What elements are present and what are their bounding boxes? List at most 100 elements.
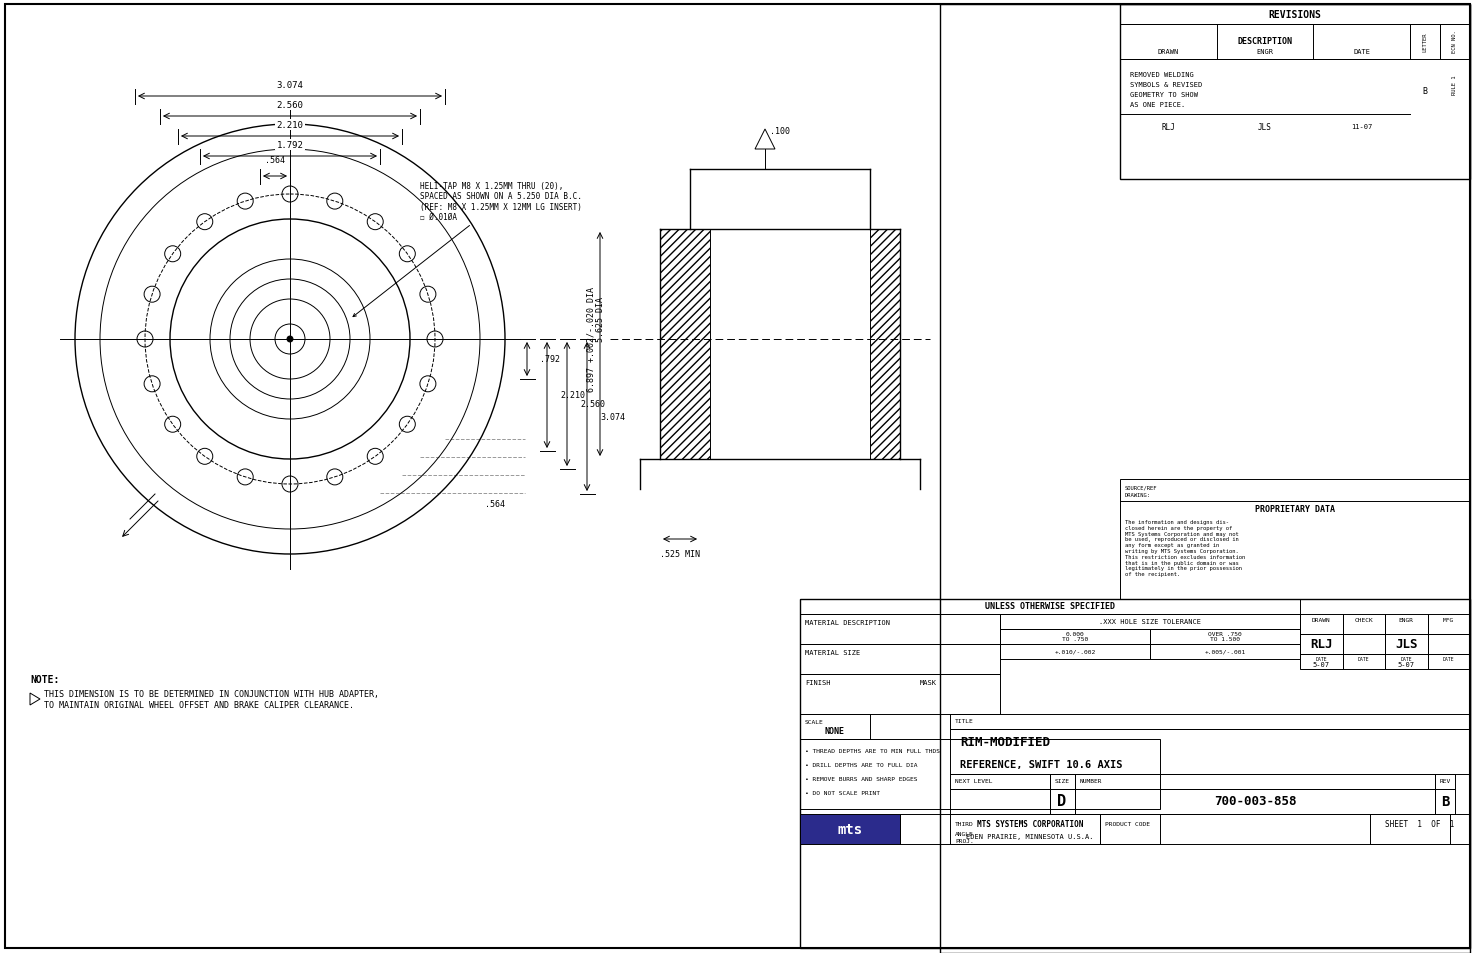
Text: 5-07: 5-07 [1398, 661, 1415, 667]
Text: LETTER: LETTER [1422, 32, 1428, 51]
Text: RULE 1: RULE 1 [1453, 75, 1457, 94]
Text: SOURCE/REF: SOURCE/REF [1125, 485, 1158, 490]
Bar [799, 675, 1000, 714]
Text: REV: REV [1440, 779, 1450, 783]
Bar [1000, 644, 1150, 659]
Text: B: B [1441, 794, 1448, 808]
Bar [1120, 25, 1410, 60]
Text: DATE: DATE [1353, 49, 1370, 55]
Text: 3.074: 3.074 [277, 81, 304, 90]
Bar [1385, 635, 1428, 655]
Bar [870, 230, 900, 459]
Bar [950, 729, 1471, 774]
Text: ENGR: ENGR [1257, 49, 1273, 55]
Text: ECN NO.: ECN NO. [1453, 30, 1457, 53]
Text: DATE: DATE [1358, 657, 1369, 661]
Bar [1050, 774, 1075, 789]
Text: AS ONE PIECE.: AS ONE PIECE. [1130, 102, 1186, 108]
Text: DATE: DATE [1400, 657, 1412, 661]
Bar [1000, 629, 1150, 644]
Text: .792: .792 [540, 355, 560, 364]
Text: DATE: DATE [1443, 657, 1454, 661]
Text: EDEN PRAIRIE, MINNESOTA U.S.A.: EDEN PRAIRIE, MINNESOTA U.S.A. [966, 833, 1094, 840]
Text: DESCRIPTION: DESCRIPTION [1238, 37, 1292, 47]
Text: • THREAD DEPTHS ARE TO MIN FULL THDS: • THREAD DEPTHS ARE TO MIN FULL THDS [805, 749, 940, 754]
Text: UNLESS OTHERWISE SPECIFIED: UNLESS OTHERWISE SPECIFIED [985, 602, 1115, 611]
Text: .XXX HOLE SIZE TOLERANCE: .XXX HOLE SIZE TOLERANCE [1099, 618, 1201, 624]
Text: 5.625 DIA: 5.625 DIA [596, 297, 605, 342]
Bar [1299, 615, 1342, 635]
Text: GEOMETRY TO SHOW: GEOMETRY TO SHOW [1130, 91, 1198, 98]
Bar [1299, 655, 1342, 669]
Bar [1120, 479, 1471, 599]
Text: +.010/-.002: +.010/-.002 [1055, 649, 1096, 654]
Text: CHECK: CHECK [1354, 618, 1373, 623]
Text: OVER .750
TO 1.500: OVER .750 TO 1.500 [1208, 631, 1242, 641]
Text: • DRILL DEPTHS ARE TO FULL DIA: • DRILL DEPTHS ARE TO FULL DIA [805, 762, 917, 768]
Text: NUMBER: NUMBER [1080, 779, 1102, 783]
Bar [1385, 615, 1428, 635]
Text: 6.897 +.002/-.020 DIA: 6.897 +.002/-.020 DIA [586, 287, 594, 392]
Text: .564: .564 [485, 500, 504, 509]
Text: NEXT LEVEL: NEXT LEVEL [954, 779, 993, 783]
Text: REMOVED WELDING: REMOVED WELDING [1130, 71, 1193, 78]
Text: .100: .100 [770, 128, 791, 136]
Text: ANGLE: ANGLE [954, 831, 974, 836]
Text: DATE: DATE [1316, 657, 1328, 661]
Bar [659, 230, 709, 459]
Bar [1342, 655, 1385, 669]
Text: SCALE: SCALE [805, 720, 823, 724]
Text: • REMOVE BURRS AND SHARP EDGES: • REMOVE BURRS AND SHARP EDGES [805, 777, 917, 781]
Text: FINISH: FINISH [805, 679, 830, 685]
Text: THIS DIMENSION IS TO BE DETERMINED IN CONJUNCTION WITH HUB ADAPTER,
TO MAINTAIN : THIS DIMENSION IS TO BE DETERMINED IN CO… [44, 690, 379, 709]
Text: RIM-MODIFIED: RIM-MODIFIED [960, 736, 1050, 749]
Text: RLJ: RLJ [1161, 122, 1176, 132]
Text: .525 MIN: .525 MIN [659, 550, 701, 558]
Text: PROPRIETARY DATA: PROPRIETARY DATA [1255, 505, 1335, 514]
Text: NOTE:: NOTE: [30, 675, 59, 684]
Text: MFG: MFG [1443, 618, 1454, 623]
Text: MATERIAL SIZE: MATERIAL SIZE [805, 649, 860, 656]
Text: THIRD: THIRD [954, 821, 974, 826]
Text: DRAWN: DRAWN [1158, 49, 1179, 55]
Text: PROJ.: PROJ. [954, 838, 974, 843]
Bar [950, 789, 1050, 814]
Text: MTS SYSTEMS CORPORATION: MTS SYSTEMS CORPORATION [976, 820, 1083, 828]
Text: D: D [1058, 794, 1066, 809]
Bar [1428, 615, 1471, 635]
Bar [950, 774, 1050, 789]
Bar [1370, 814, 1471, 844]
Bar [900, 814, 1159, 844]
Text: RLJ: RLJ [1310, 638, 1332, 651]
Bar [1000, 615, 1299, 629]
Bar [1150, 644, 1299, 659]
Text: 3.074: 3.074 [600, 413, 625, 421]
Text: MATERIAL DESCRIPTION: MATERIAL DESCRIPTION [805, 619, 889, 625]
Text: JLS: JLS [1395, 638, 1417, 651]
Text: 2.210: 2.210 [560, 391, 586, 400]
Text: DRAWN: DRAWN [1311, 618, 1330, 623]
Text: mts: mts [838, 822, 863, 836]
Text: 2.560: 2.560 [580, 400, 605, 409]
Text: SHEET  1  OF  1: SHEET 1 OF 1 [1385, 820, 1454, 828]
Bar [1120, 5, 1471, 180]
Bar [1435, 774, 1454, 789]
Bar [1342, 615, 1385, 635]
Text: ENGR: ENGR [1398, 618, 1413, 623]
Bar [1100, 814, 1450, 844]
Text: PRODUCT CODE: PRODUCT CODE [1105, 821, 1151, 826]
Text: DRAWING:: DRAWING: [1125, 493, 1150, 498]
Text: .564: .564 [266, 156, 285, 165]
Bar [940, 5, 1471, 953]
Bar [1435, 789, 1454, 814]
Text: 5-07: 5-07 [1313, 661, 1330, 667]
Bar [1428, 655, 1471, 669]
Text: 2.210: 2.210 [277, 121, 304, 130]
Text: NONE: NONE [825, 727, 845, 736]
Bar [1120, 5, 1471, 25]
Text: • DO NOT SCALE PRINT: • DO NOT SCALE PRINT [805, 791, 881, 796]
Text: 2.560: 2.560 [277, 101, 304, 110]
Bar [799, 599, 1471, 948]
Bar [1150, 629, 1299, 644]
Text: The information and designs dis-
closed herein are the property of
MTS Systems C: The information and designs dis- closed … [1125, 519, 1245, 577]
